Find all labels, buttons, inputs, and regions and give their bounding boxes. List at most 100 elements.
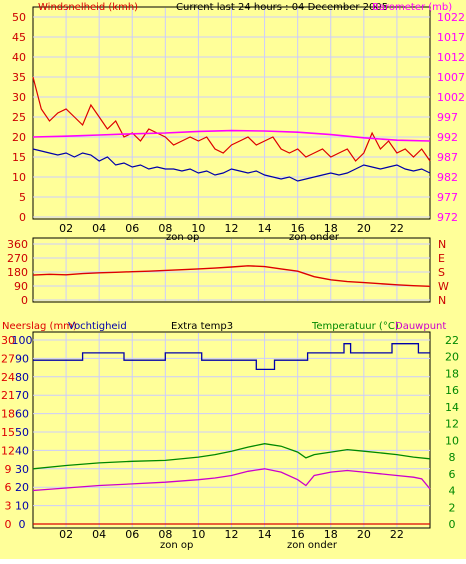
humidity-x-tick-label: 12 [225, 528, 239, 541]
humidity-x-tick-label: 16 [291, 528, 305, 541]
barometer-y-tick-label: 1007 [437, 71, 465, 84]
temperature-y-tick-label: 2 [449, 501, 456, 514]
humidity-y-tick-label: 10 [15, 500, 29, 513]
barometer-y-tick-label: 1017 [437, 31, 465, 44]
rain-y-tick-label: 12 [1, 444, 15, 457]
temperature-y-tick-label: 22 [445, 334, 459, 347]
dewpoint-line [32, 468, 431, 492]
barometer-y-tick-label: 1022 [437, 11, 465, 24]
humidity-x-tick-label: 06 [125, 528, 139, 541]
barometer-y-tick-label: 1012 [437, 51, 465, 64]
humidity-x-tick-label: 22 [390, 528, 404, 541]
temperature-y-tick-label: 6 [449, 468, 456, 481]
direction-compass-label: S [438, 266, 445, 279]
humidity-y-tick-label: 90 [15, 352, 29, 365]
rain-y-tick-label: 15 [1, 426, 15, 439]
humidity-x-tick-label: 02 [59, 528, 73, 541]
humidity-y-tick-label: 100 [12, 334, 33, 347]
barometer-line [32, 129, 431, 142]
temperature-axis-title: Temperatuur (°C) [311, 321, 399, 332]
humidity-axis-title: Vochtigheid [68, 321, 127, 332]
wind-x-tick-label: 18 [324, 222, 338, 235]
humidity-x-tick-label: 18 [324, 528, 338, 541]
direction-compass-label: N [438, 294, 446, 307]
rain-y-tick-label: 24 [1, 371, 15, 384]
humidity-y-tick-label: 40 [15, 444, 29, 457]
humidity-x-tick-label: 14 [258, 528, 272, 541]
humidity-y-tick-label: 70 [15, 389, 29, 402]
direction-y-tick-label: 0 [21, 294, 28, 307]
humidity-y-tick-label: 30 [15, 463, 29, 476]
rain-y-tick-label: 30 [1, 334, 15, 347]
wind-direction-line [32, 265, 431, 287]
wind-x-tick-label: 04 [92, 222, 106, 235]
direction-y-tick-label: 90 [14, 280, 28, 293]
barometer-y-tick-label: 977 [437, 191, 458, 204]
dewpoint-axis-title: Dauwpunt [395, 321, 446, 332]
humidity-x-tick-label: 20 [357, 528, 371, 541]
humidity-y-tick-label: 80 [15, 371, 29, 384]
wind-y-tick-label: 15 [12, 151, 26, 164]
wind-y-tick-label: 35 [12, 71, 26, 84]
rain-y-tick-label: 3 [5, 500, 12, 513]
windgust-line [32, 148, 431, 182]
humidity-line [33, 343, 430, 371]
windspeed-line [32, 76, 431, 162]
sunrise-label-bottom: zon op [160, 540, 193, 551]
humidity-x-tick-label: 08 [158, 528, 172, 541]
humidity-y-tick-label: 0 [19, 518, 26, 531]
barometer-y-tick-label: 987 [437, 151, 458, 164]
temperature-y-tick-label: 8 [449, 451, 456, 464]
direction-y-tick-label: 270 [7, 252, 28, 265]
wind-y-tick-label: 50 [12, 11, 26, 24]
temperature-y-tick-label: 4 [449, 485, 456, 498]
windspeed-axis-title: Windsnelheid (kmh) [38, 2, 138, 13]
humidity-y-tick-label: 50 [15, 426, 29, 439]
rain-y-tick-label: 18 [1, 408, 15, 421]
wind-y-tick-label: 20 [12, 131, 26, 144]
wind-y-tick-label: 10 [12, 171, 26, 184]
wind-y-tick-label: 40 [12, 51, 26, 64]
humidity-y-tick-label: 60 [15, 408, 29, 421]
extra-temp-title: Extra temp3 [171, 321, 233, 332]
wind-x-tick-label: 06 [125, 222, 139, 235]
wind-x-tick-label: 22 [390, 222, 404, 235]
grid-lines [33, 8, 430, 527]
rain-y-tick-label: 21 [1, 389, 15, 402]
direction-compass-label: E [438, 252, 445, 265]
barometer-y-tick-label: 992 [437, 131, 458, 144]
wind-y-tick-label: 5 [19, 191, 26, 204]
barometer-y-tick-label: 1002 [437, 91, 465, 104]
temperature-y-tick-label: 10 [445, 434, 459, 447]
wind-x-tick-label: 16 [291, 222, 305, 235]
humidity-x-tick-label: 10 [191, 528, 205, 541]
direction-y-tick-label: 180 [7, 266, 28, 279]
chart-title: Current last 24 hours : 04 December 2005 [176, 2, 388, 13]
sunset-label-top: zon onder [289, 232, 340, 243]
temperature-y-tick-label: 0 [449, 518, 456, 531]
rain-y-tick-label: 6 [5, 481, 12, 494]
barometer-y-tick-label: 982 [437, 171, 458, 184]
rain-y-tick-label: 0 [5, 518, 12, 531]
data-series [32, 76, 431, 525]
rain-y-tick-label: 27 [1, 352, 15, 365]
wind-y-tick-label: 30 [12, 91, 26, 104]
wind-x-tick-label: 14 [258, 222, 272, 235]
direction-compass-label: W [438, 280, 449, 293]
wind-x-tick-label: 08 [158, 222, 172, 235]
temperature-line [32, 443, 431, 470]
temperature-y-tick-label: 12 [445, 418, 459, 431]
temperature-y-tick-label: 20 [445, 351, 459, 364]
rain-axis-title: Neerslag (mm) [2, 321, 77, 332]
sunset-label-bottom: zon onder [287, 540, 338, 551]
rain-y-tick-label: 9 [5, 463, 12, 476]
axis-tick-labels: 0510152025303540455097297798298799299710… [1, 11, 465, 541]
humidity-x-tick-label: 04 [92, 528, 106, 541]
wind-y-tick-label: 45 [12, 31, 26, 44]
wind-x-tick-label: 02 [59, 222, 73, 235]
wind-x-tick-label: 12 [225, 222, 239, 235]
barometer-axis-title: Barometer (mb) [372, 2, 452, 13]
barometer-y-tick-label: 972 [437, 211, 458, 224]
